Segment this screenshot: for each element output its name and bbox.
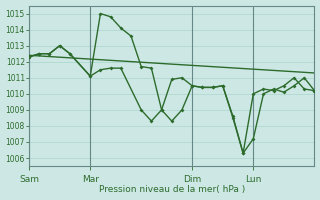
X-axis label: Pression niveau de la mer( hPa ): Pression niveau de la mer( hPa ) bbox=[99, 185, 245, 194]
